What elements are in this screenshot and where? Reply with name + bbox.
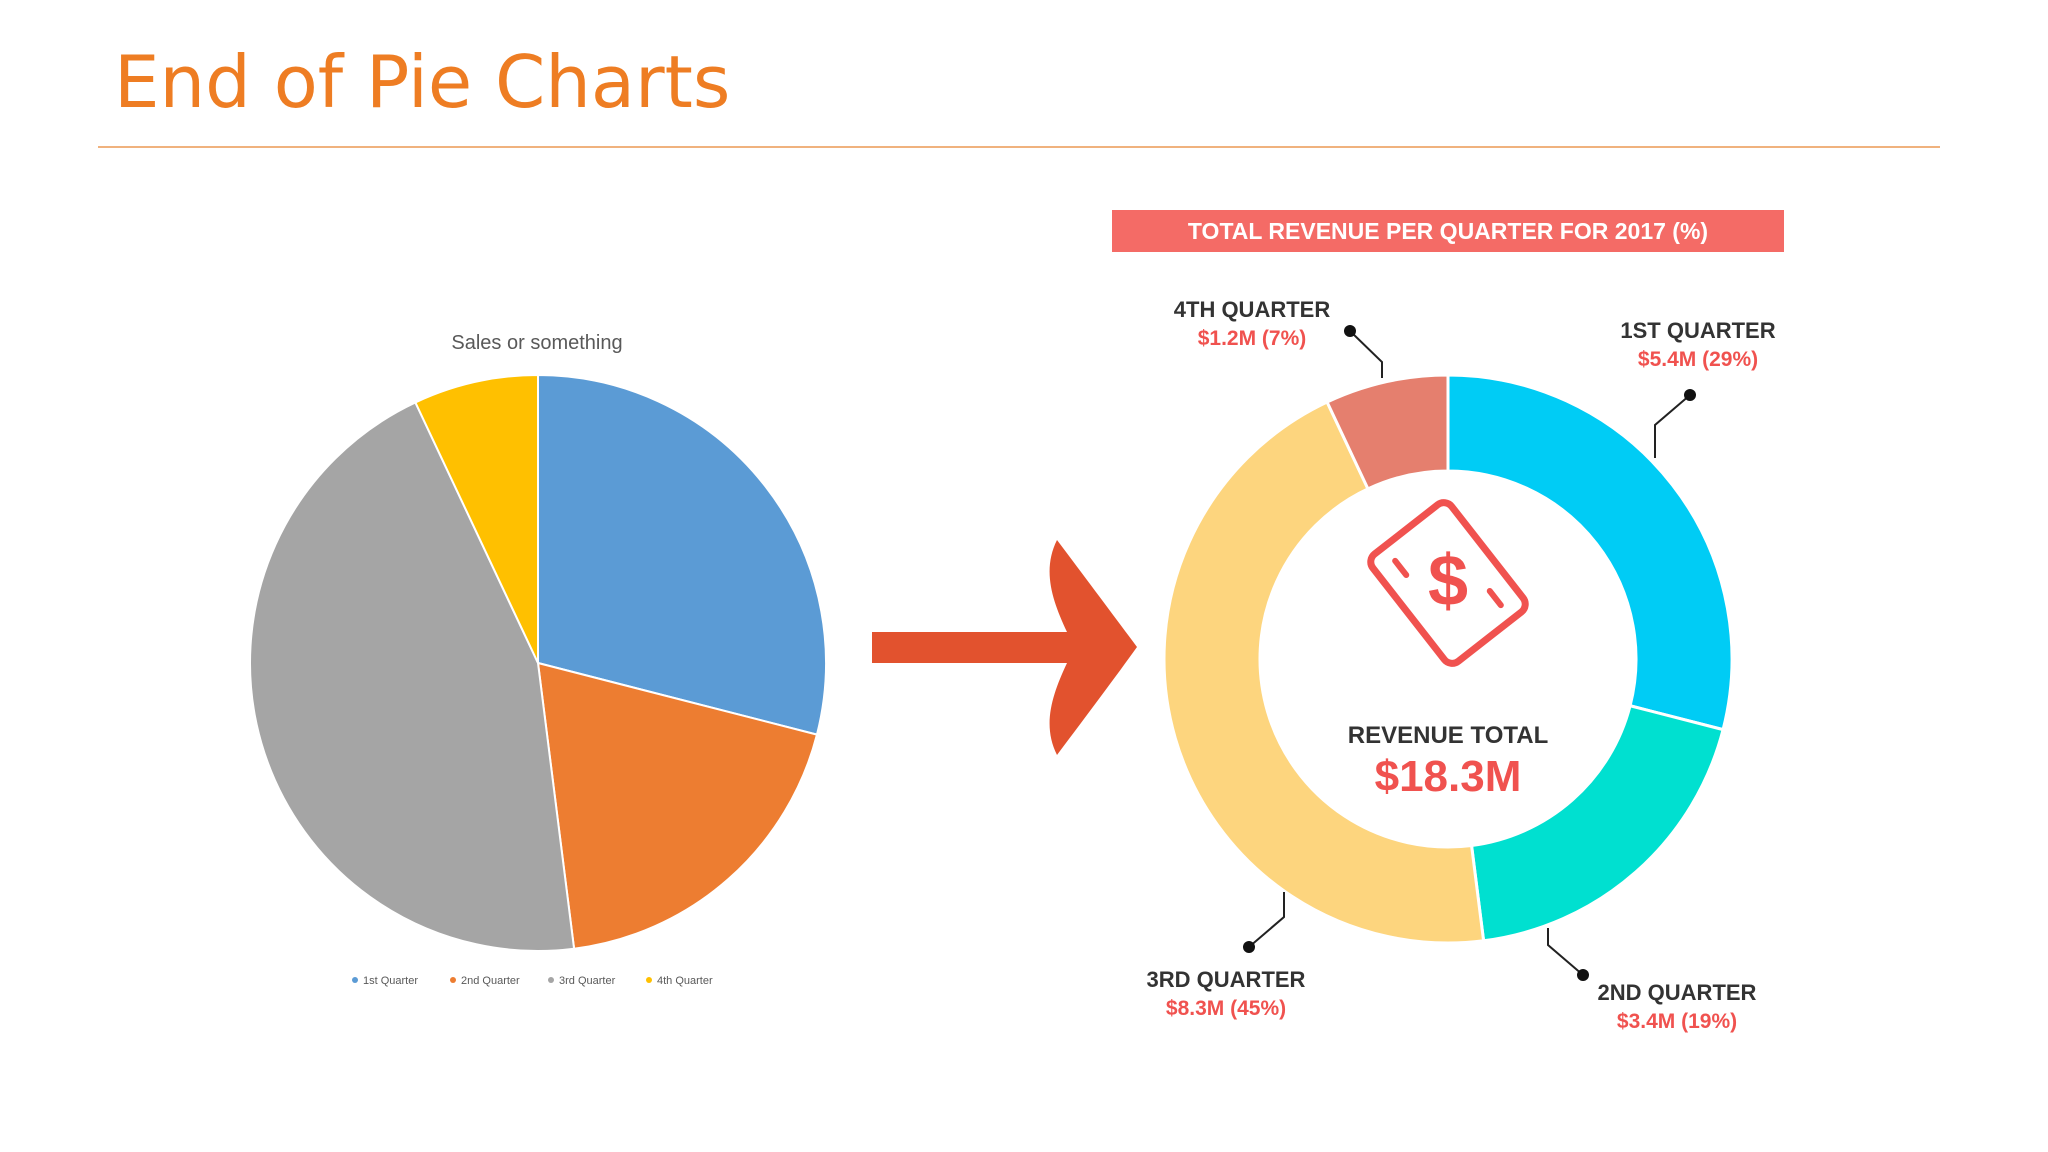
slice-name-label: 3RD QUARTER: [1147, 967, 1306, 992]
donut-slice-4: [1325, 373, 1450, 491]
plain-pie-chart: Sales or something 1st Quarter 2nd Quarte…: [212, 308, 904, 1008]
legend-swatch: [548, 977, 554, 983]
pie-slice-1: [537, 373, 827, 736]
leader-line: [1248, 892, 1285, 948]
donut-infographic: TOTAL REVENUE PER QUARTER FOR 2017 (%) $…: [1090, 190, 1950, 1070]
slice-name-label: 2ND QUARTER: [1598, 980, 1757, 1005]
donut-svg: TOTAL REVENUE PER QUARTER FOR 2017 (%) $…: [1112, 210, 1784, 1033]
pie-slice-3: [249, 401, 576, 952]
pie-slices: [249, 373, 827, 952]
svg-text:$: $: [1428, 541, 1468, 621]
chart-title: Sales or something: [451, 332, 622, 354]
leader-dot: [1243, 941, 1255, 953]
slice-value-label: $5.4M (29%): [1638, 348, 1758, 371]
donut-slice-1: [1446, 373, 1734, 732]
plain-pie-svg: Sales or something 1st Quarter 2nd Quarte…: [249, 332, 827, 987]
legend-label: 2nd Quarter: [461, 975, 520, 987]
slide-title: End of Pie Charts: [114, 40, 731, 124]
center-value: $18.3M: [1375, 752, 1522, 801]
legend-label: 1st Quarter: [363, 975, 418, 987]
leader-dot: [1577, 969, 1589, 981]
slice-labels: 1ST QUARTER $5.4M (29%) 2ND QUARTER $3.4M (…: [1147, 297, 1776, 1033]
leader-line: [1349, 330, 1383, 378]
legend-label: 4th Quarter: [657, 975, 713, 987]
label-leaders: [1243, 325, 1696, 981]
leader-dot: [1684, 389, 1696, 401]
title-divider: [98, 146, 1940, 148]
donut-slice-2: [1469, 703, 1725, 943]
title-banner: [1112, 210, 1784, 252]
leader-line: [1547, 928, 1584, 976]
center-label: REVENUE TOTAL: [1348, 722, 1548, 749]
leader-dot: [1344, 325, 1356, 337]
slice-value-label: $1.2M (7%): [1198, 327, 1307, 350]
legend-swatch: [450, 977, 456, 983]
pie-slice-2: [536, 661, 819, 950]
slice-name-label: 4TH QUARTER: [1174, 297, 1331, 322]
legend-swatch: [352, 977, 358, 983]
donut-slices: [1162, 373, 1734, 945]
banner-title: TOTAL REVENUE PER QUARTER FOR 2017 (%): [1188, 218, 1708, 244]
legend-label: 3rd Quarter: [559, 975, 616, 987]
right-arrow-icon: [872, 540, 1137, 755]
pie-slice-4: [414, 373, 539, 664]
slice-value-label: $3.4M (19%): [1617, 1010, 1737, 1033]
dollar-bill-icon: $: [1367, 499, 1529, 667]
slice-name-label: 1ST QUARTER: [1620, 318, 1775, 343]
donut-slice-3: [1162, 400, 1486, 945]
leader-line: [1654, 394, 1691, 458]
chart-legend: 1st Quarter 2nd Quarter 3rd Quarter 4th Qua…: [352, 975, 713, 987]
legend-swatch: [646, 977, 652, 983]
slice-value-label: $8.3M (45%): [1166, 997, 1286, 1020]
